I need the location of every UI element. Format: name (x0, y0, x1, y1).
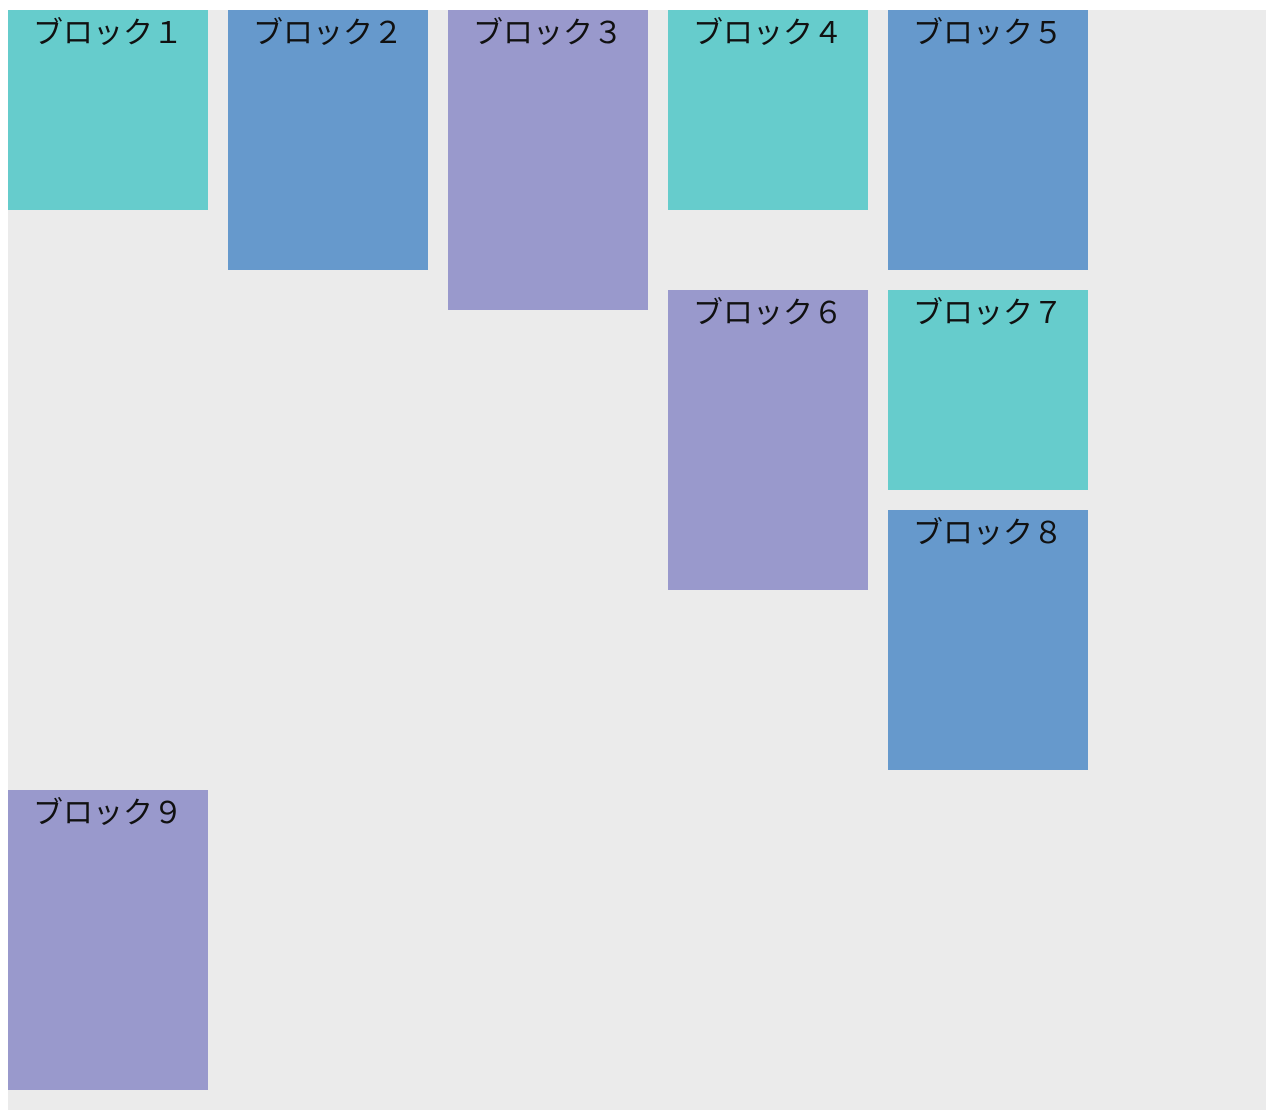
block-1: ブロック１ (8, 10, 208, 210)
block-2: ブロック２ (228, 10, 428, 270)
block-4: ブロック４ (668, 10, 868, 210)
block-container: ブロック１ ブロック２ ブロック３ ブロック４ ブロック５ ブロック６ ブロック… (8, 10, 1266, 1110)
block-6: ブロック６ (668, 290, 868, 590)
block-7: ブロック７ (888, 290, 1088, 490)
block-5: ブロック５ (888, 10, 1088, 270)
block-3: ブロック３ (448, 10, 648, 310)
block-8: ブロック８ (888, 510, 1088, 770)
block-9: ブロック９ (8, 790, 208, 1090)
